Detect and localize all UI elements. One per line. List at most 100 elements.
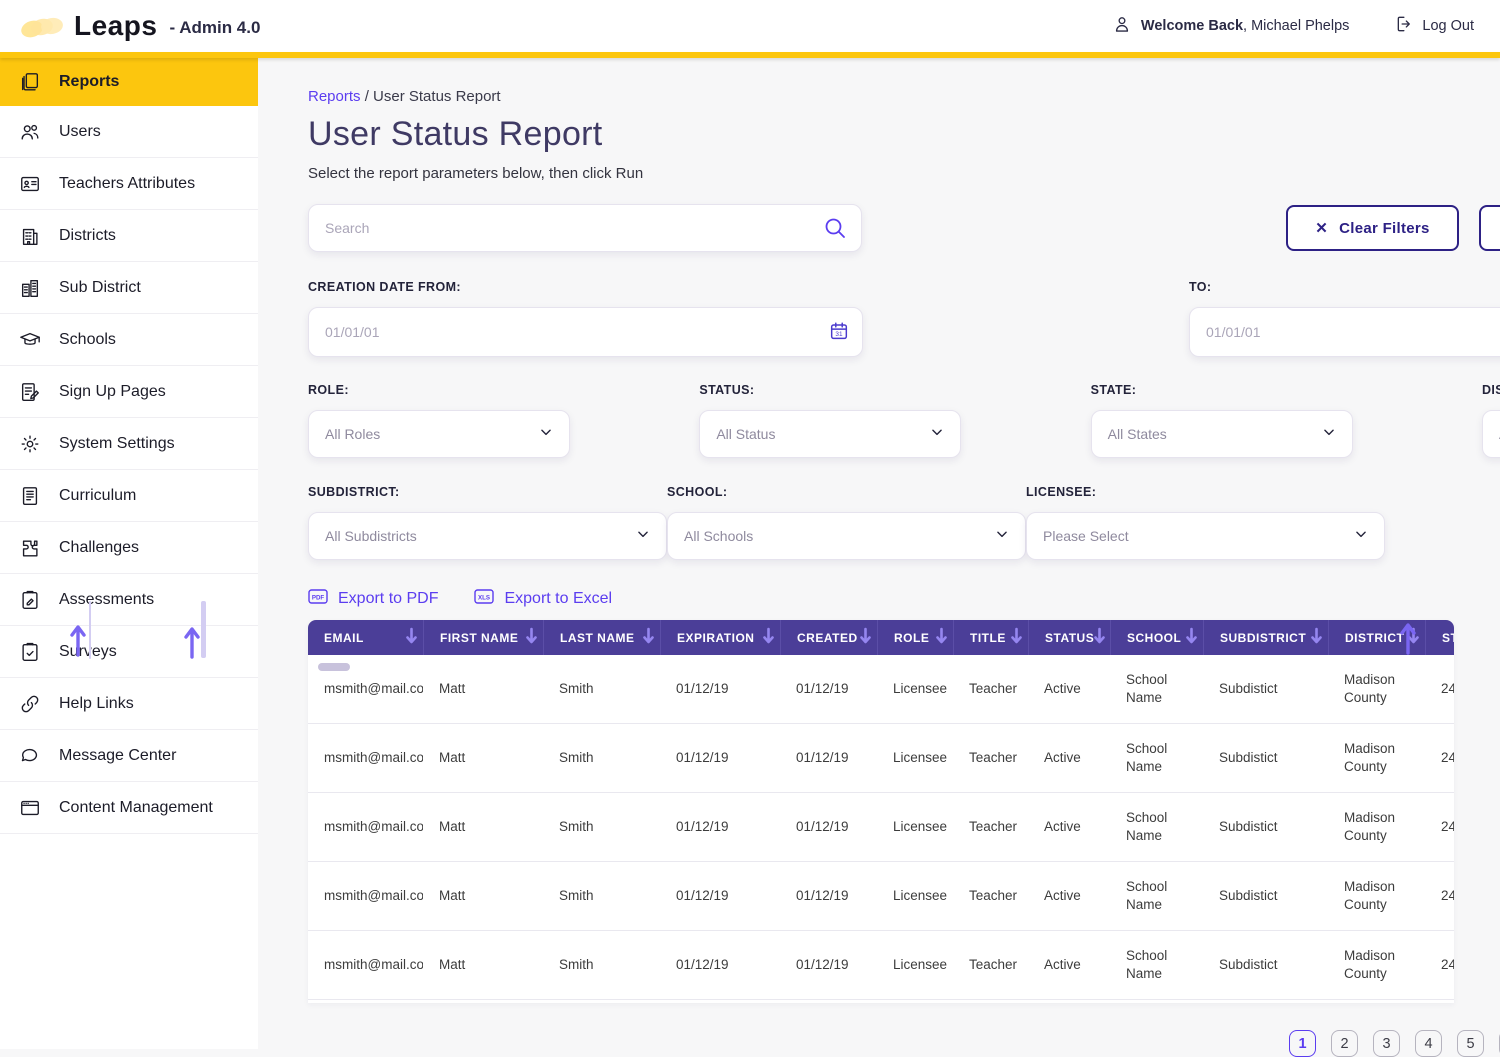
page-button-5[interactable]: 5: [1457, 1030, 1485, 1057]
sidebar-item-sub-district[interactable]: Sub District: [0, 262, 258, 314]
table-row: msmith@mail.comMattSmith01/12/1901/12/19…: [308, 655, 1454, 724]
sidebar-item-label: Content Management: [59, 798, 213, 816]
sort-descending-icon[interactable]: [1186, 627, 1197, 648]
sidebar-item-message-center[interactable]: Message Center: [0, 730, 258, 782]
table-cell: Teacher: [953, 655, 1028, 724]
column-header-subdistrict[interactable]: SUBDISTRICT: [1203, 620, 1328, 655]
sidebar-item-content-management[interactable]: Content Management: [0, 782, 258, 834]
export-pdf-link[interactable]: PDF Export to PDF: [308, 589, 438, 609]
district-select-value: All Districts: [1499, 426, 1500, 442]
sidebar-item-assessments[interactable]: Assessments: [0, 574, 258, 626]
sort-descending-icon[interactable]: [1094, 627, 1106, 648]
school-select[interactable]: All Schools: [667, 512, 1026, 560]
clear-filters-button[interactable]: ✕ Clear Filters: [1286, 205, 1459, 251]
sidebar-item-challenges[interactable]: Challenges: [0, 522, 258, 574]
table-cell: 01/12/19: [780, 931, 877, 1000]
table-cell: Madison County: [1328, 655, 1425, 724]
table-cell: Licensee: [877, 793, 953, 862]
search-input[interactable]: [308, 204, 862, 252]
state-select[interactable]: All States: [1090, 410, 1353, 458]
chevron-down-icon: [636, 527, 650, 546]
sort-descending-icon[interactable]: [860, 627, 871, 648]
column-header-status[interactable]: STATUS: [1028, 620, 1110, 655]
brand-accent-strip: [0, 52, 1500, 58]
table-cell: Active: [1028, 655, 1110, 724]
page-button-4[interactable]: 4: [1415, 1030, 1443, 1057]
page-button-1[interactable]: 1: [1289, 1030, 1317, 1057]
welcome-bold-text: Welcome Back: [1140, 18, 1244, 34]
table-cell: Teacher: [953, 724, 1028, 793]
page-pencil-icon: [18, 381, 42, 403]
table-cell: Madison County: [1328, 931, 1425, 1000]
sort-descending-icon[interactable]: [643, 627, 654, 648]
table-cell: Subdistict: [1203, 793, 1328, 862]
sidebar-item-teachers-attributes[interactable]: Teachers Attributes: [0, 158, 258, 210]
column-header-school[interactable]: SCHOOL: [1110, 620, 1203, 655]
svg-text:PDF: PDF: [312, 595, 325, 602]
licensee-select[interactable]: Please Select: [1026, 512, 1385, 560]
sidebar-item-help-links[interactable]: Help Links: [0, 678, 258, 730]
sidebar-item-curriculum[interactable]: Curriculum: [0, 470, 258, 522]
sort-descending-icon[interactable]: [936, 627, 947, 648]
window-icon: [18, 797, 42, 819]
to-date-input[interactable]: [1189, 307, 1500, 357]
table-cell: Subdistict: [1203, 862, 1328, 931]
sort-descending-icon[interactable]: [526, 627, 537, 648]
page-button-3[interactable]: 3: [1373, 1030, 1401, 1057]
column-header-created[interactable]: CREATED: [780, 620, 877, 655]
table-cell: Active: [1028, 862, 1110, 931]
sort-descending-icon[interactable]: [763, 627, 774, 648]
to-date-label: TO:: [1189, 280, 1212, 294]
column-header-role[interactable]: ROLE: [877, 620, 953, 655]
sidebar-item-districts[interactable]: Districts: [0, 210, 258, 262]
sidebar-item-surveys[interactable]: Surveys: [0, 626, 258, 678]
column-header-email[interactable]: EMAIL: [308, 620, 423, 655]
district-select[interactable]: All Districts: [1481, 410, 1500, 458]
sidebar-item-schools[interactable]: Schools: [0, 314, 258, 366]
column-header-label: ROLE: [894, 630, 930, 645]
school-select-value: All Schools: [684, 528, 754, 544]
table-cell: 24: [1425, 724, 1454, 793]
sidebar-item-sign-up-pages[interactable]: Sign Up Pages: [0, 366, 258, 418]
district-label: DISTRICT:: [1481, 383, 1500, 397]
column-header-students[interactable]: STUDENTS: [1425, 620, 1454, 655]
status-select[interactable]: All Status: [699, 410, 962, 458]
sidebar-item-system-settings[interactable]: System Settings: [0, 418, 258, 470]
state-select-value: All States: [1107, 426, 1167, 442]
table-cell: School Name: [1110, 793, 1203, 862]
export-excel-link[interactable]: XLS Export to Excel: [474, 589, 612, 609]
logout-label: Log Out: [1422, 18, 1474, 34]
hide-filters-button[interactable]: Hide Filters: [1478, 205, 1500, 251]
sidebar-item-label: Sign Up Pages: [59, 382, 166, 400]
creation-date-from-input[interactable]: [308, 307, 863, 357]
sidebar-item-users[interactable]: Users: [0, 106, 258, 158]
page-title: User Status Report: [308, 115, 603, 153]
column-header-expiration[interactable]: EXPIRATION: [660, 620, 780, 655]
page-button-2[interactable]: 2: [1331, 1030, 1359, 1057]
table-cell: Madison County: [1328, 724, 1425, 793]
sidebar-item-label: Districts: [59, 226, 116, 244]
logout-button[interactable]: Log Out: [1393, 14, 1474, 38]
table-row: msmith@mail.comMattSmith01/12/1901/12/19…: [308, 793, 1454, 862]
role-select[interactable]: All Roles: [308, 410, 570, 458]
welcome-message: Welcome Back, Michael Phelps: [1112, 14, 1349, 38]
column-header-last-name[interactable]: LAST NAME: [543, 620, 660, 655]
sort-descending-icon[interactable]: [406, 627, 417, 648]
sidebar-item-reports[interactable]: Reports: [0, 58, 258, 106]
sort-descending-icon[interactable]: [1011, 627, 1022, 648]
breadcrumb-reports-link[interactable]: Reports: [308, 88, 361, 105]
search-icon[interactable]: [822, 215, 848, 246]
sort-descending-icon[interactable]: [1311, 627, 1322, 648]
chevron-down-icon: [995, 527, 1009, 546]
horizontal-scrollbar-thumb[interactable]: [318, 663, 350, 671]
xls-file-icon: XLS: [474, 589, 495, 609]
column-header-label: EMAIL: [324, 630, 364, 645]
book-icon: [18, 485, 42, 507]
column-header-first-name[interactable]: FIRST NAME: [423, 620, 543, 655]
gear-icon: [18, 433, 42, 455]
column-header-label: STUDENTS: [1442, 630, 1454, 645]
column-header-title[interactable]: TITLE: [953, 620, 1028, 655]
scroll-indicator-bar: [89, 601, 91, 659]
subdistrict-select[interactable]: All Subdistricts: [308, 512, 667, 560]
calendar-icon[interactable]: 31: [828, 320, 850, 347]
